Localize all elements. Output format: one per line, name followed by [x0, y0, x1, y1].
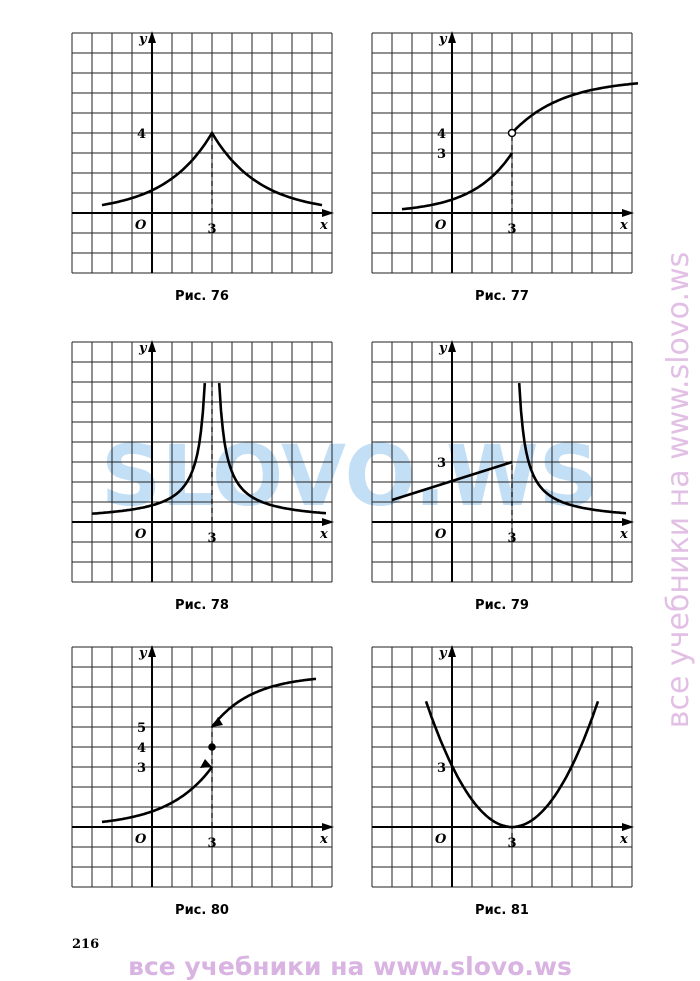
y-arrow	[448, 31, 456, 43]
y-arrow	[148, 340, 156, 352]
figure: y x O 3 4 Рис. 76	[71, 31, 334, 304]
curve	[91, 383, 207, 515]
x-label: x	[319, 527, 328, 542]
curve	[401, 152, 514, 211]
y-label: y	[438, 646, 448, 661]
watermark-bottom: все учебники на www.slovo.ws	[128, 952, 572, 981]
y-arrow	[448, 645, 456, 657]
origin-label: O	[435, 527, 447, 542]
caption: Рис. 76	[175, 289, 229, 304]
origin-label: O	[135, 832, 147, 847]
figure: y x O 3 5 4 3 Рис. 80	[71, 645, 334, 918]
x-arrow	[622, 518, 634, 526]
figure: y x O 3 Рис. 78	[71, 340, 334, 613]
arrow-head	[200, 759, 212, 768]
y-label: y	[138, 646, 148, 661]
curve	[101, 130, 323, 207]
curve	[101, 766, 214, 824]
x-arrow	[322, 209, 334, 217]
caption: Рис. 80	[175, 903, 229, 918]
x-label: x	[619, 832, 628, 847]
y-label: y	[438, 341, 448, 356]
curve	[217, 383, 327, 515]
x-tick-label: 3	[207, 836, 216, 851]
x-arrow	[622, 209, 634, 217]
x-arrow	[322, 823, 334, 831]
caption: Рис. 77	[475, 289, 529, 304]
x-label: x	[319, 218, 328, 233]
page-number: 216	[72, 937, 99, 952]
y-label: y	[438, 32, 448, 47]
watermark-center: SLOVO.WS	[101, 427, 599, 525]
open-point	[507, 128, 517, 138]
origin-label: O	[135, 218, 147, 233]
x-arrow	[322, 518, 334, 526]
x-label: x	[619, 218, 628, 233]
y-tick-label: 3	[437, 761, 446, 776]
y-arrow	[148, 645, 156, 657]
filled-point	[208, 743, 216, 751]
x-arrow	[622, 823, 634, 831]
figure: y x O 3 4 3 Рис. 77	[371, 31, 639, 304]
y-tick-label: 3	[437, 147, 446, 162]
x-label: x	[619, 527, 628, 542]
arrow-head	[212, 717, 223, 727]
figure: yxO33Рис. 81	[371, 645, 634, 918]
x-tick-label: 3	[207, 531, 216, 546]
watermark-side: все учебники на www.slovo.ws	[661, 252, 696, 728]
y-arrow	[448, 340, 456, 352]
y-tick-label: 5	[137, 721, 146, 736]
curve	[424, 700, 600, 829]
y-tick-label: 3	[437, 456, 446, 471]
figure: yxO33Рис. 79	[371, 340, 634, 613]
y-label: y	[138, 32, 148, 47]
curve	[210, 677, 317, 728]
origin-label: O	[435, 832, 447, 847]
y-tick-label: 3	[137, 761, 146, 776]
caption: Рис. 81	[475, 903, 529, 918]
y-tick-label: 4	[437, 127, 446, 142]
origin-label: O	[435, 218, 447, 233]
y-tick-label: 4	[137, 741, 146, 756]
y-label: y	[138, 341, 148, 356]
x-tick-label: 3	[507, 222, 516, 237]
caption: Рис. 79	[475, 598, 529, 613]
y-tick-label: 4	[137, 127, 146, 142]
x-tick-label: 3	[207, 222, 216, 237]
origin-label: O	[135, 527, 147, 542]
curve	[391, 460, 513, 502]
caption: Рис. 78	[175, 598, 229, 613]
curve	[517, 383, 627, 515]
y-arrow	[148, 31, 156, 43]
x-label: x	[319, 832, 328, 847]
curve	[511, 82, 639, 134]
